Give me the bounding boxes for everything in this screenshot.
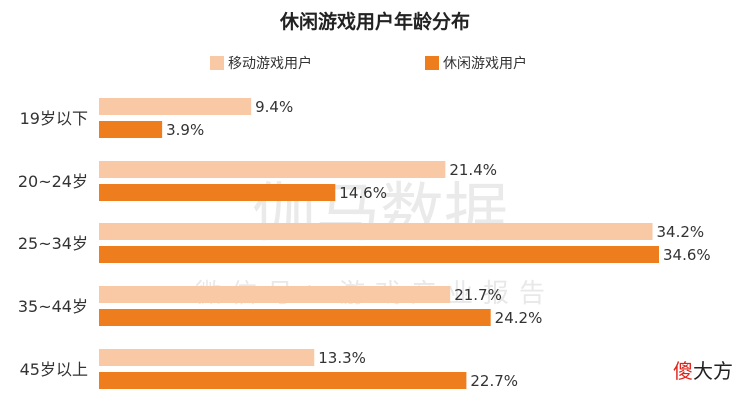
corner-logo: 傻大方 xyxy=(673,359,733,383)
value-label-casual: 14.6% xyxy=(339,184,387,202)
legend-swatch-casual xyxy=(425,56,439,70)
bar-mobile xyxy=(99,161,446,178)
value-label-casual: 24.2% xyxy=(495,309,543,327)
value-label-casual: 34.6% xyxy=(663,246,711,264)
legend: 移动游戏用户 休闲游戏用户 xyxy=(210,55,527,72)
value-label-mobile: 21.7% xyxy=(454,286,502,304)
corner-logo-accent: 傻 xyxy=(673,359,693,383)
value-label-casual: 22.7% xyxy=(470,372,518,390)
category-label: 19岁以下 xyxy=(20,109,88,128)
legend-label-mobile: 移动游戏用户 xyxy=(228,55,312,72)
bar-casual xyxy=(99,309,491,326)
value-label-mobile: 13.3% xyxy=(318,349,366,367)
bar-casual xyxy=(99,121,163,138)
value-label-mobile: 21.4% xyxy=(449,161,497,179)
corner-logo-rest: 大方 xyxy=(693,359,733,383)
bar-mobile xyxy=(99,98,252,115)
category-label: 45岁以上 xyxy=(20,360,88,379)
bar-mobile xyxy=(99,286,451,303)
value-label-mobile: 34.2% xyxy=(657,223,705,241)
bar-casual xyxy=(99,184,336,201)
category-label: 35~44岁 xyxy=(18,297,88,316)
legend-label-casual: 休闲游戏用户 xyxy=(443,55,527,72)
plot-area: 19岁以下 9.4% 3.9% 20~24岁 21.4% 14.6% 25~34岁 34.2%… xyxy=(18,98,711,390)
value-label-mobile: 9.4% xyxy=(255,98,293,116)
category-label: 25~34岁 xyxy=(18,234,88,253)
bar-mobile xyxy=(99,223,653,240)
bar-mobile xyxy=(99,349,315,366)
bar-casual xyxy=(99,372,467,389)
bar-casual xyxy=(99,246,659,263)
legend-swatch-mobile xyxy=(210,56,224,70)
chart-title: 休闲游戏用户年龄分布 xyxy=(279,10,470,33)
category-label: 20~24岁 xyxy=(18,172,88,191)
value-label-casual: 3.9% xyxy=(166,121,204,139)
